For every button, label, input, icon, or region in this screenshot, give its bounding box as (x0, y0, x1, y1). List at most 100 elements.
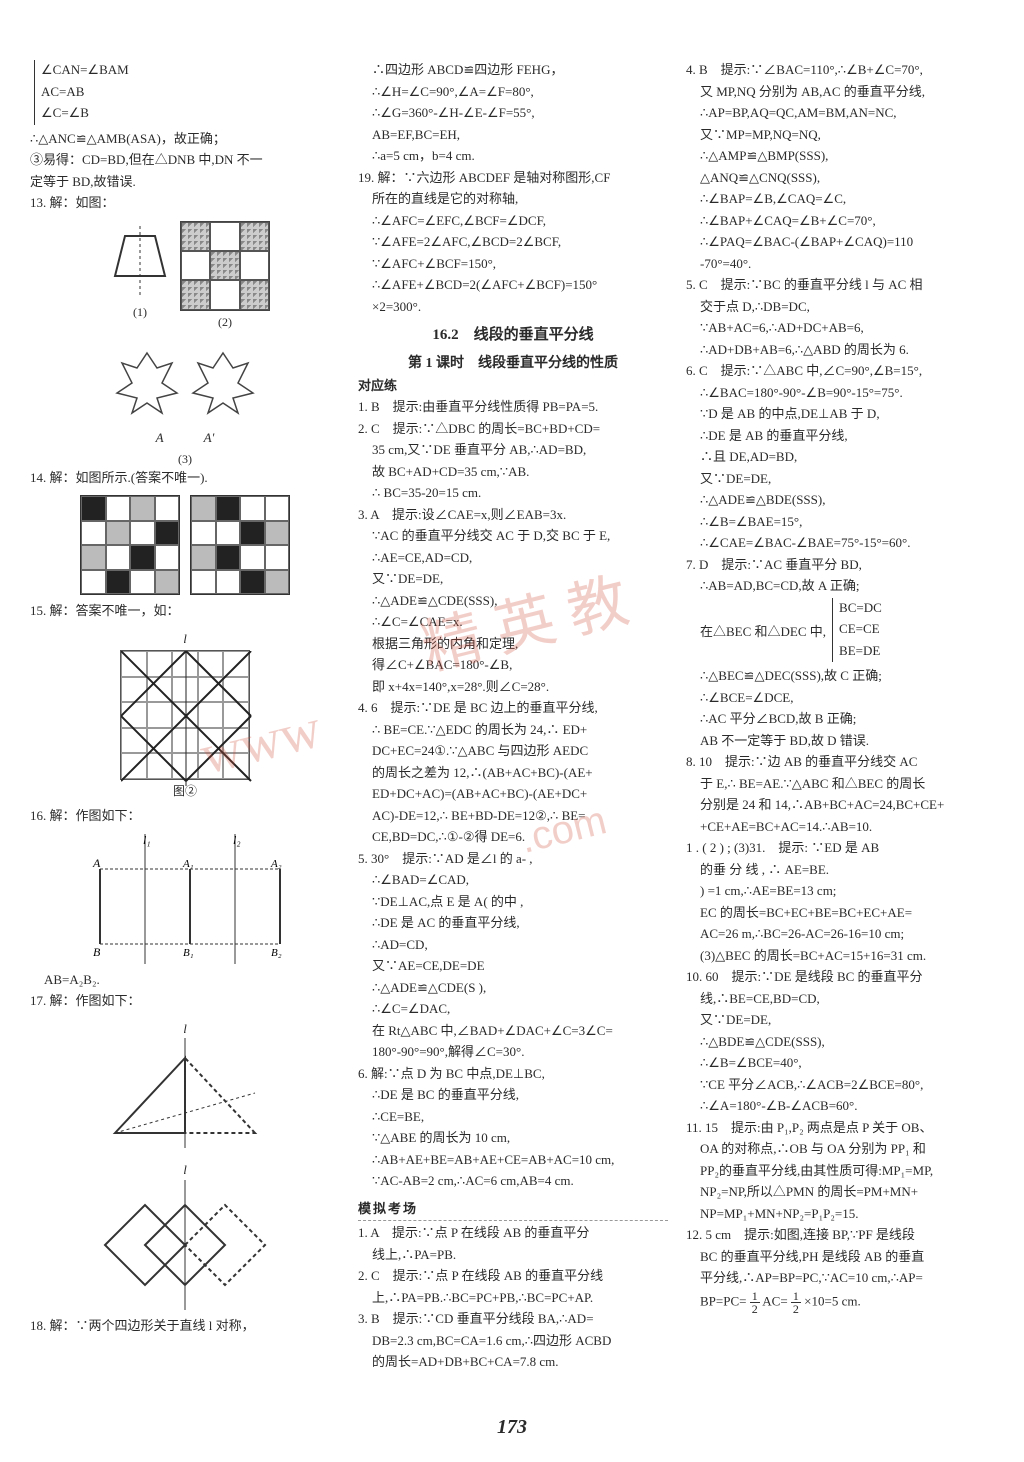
r12-fraction-line: BP=PC= 1 2 AC= 1 2 ×10=5 cm. (686, 1290, 996, 1315)
text-line: ∴∠BAD=∠CAD, (358, 870, 668, 890)
text-line: 又∵MP=MP,NQ=NQ, (686, 125, 996, 145)
text-line: NP₂=NP,所以△PMN 的周长=PM+MN+ (686, 1182, 996, 1202)
svg-text:l₁: l₁ (143, 834, 151, 847)
text-line: ∴△BEC≌△DEC(SSS),故 C 正确; (686, 666, 996, 686)
section-title: 16.2 线段的垂直平分线 (358, 324, 668, 347)
square-grid-a (80, 495, 180, 595)
text-line: AB=EF,BC=EH, (358, 125, 668, 145)
text-line: ) =1 cm,∴AE=BE=13 cm; (686, 881, 996, 901)
svg-text:B₂: B₂ (271, 947, 282, 959)
axis-label-l: l (183, 1160, 187, 1180)
figure-14 (30, 495, 340, 595)
letter-Aprime: A' (204, 428, 215, 448)
fraction-half-1: 1 2 (750, 1290, 760, 1315)
text-line: ∴ BC=35-20=15 cm. (358, 483, 668, 503)
text-line: ∴DE 是 AB 的垂直平分线, (686, 426, 996, 446)
text-line: EC 的周长=BC+EC+BE=BC+EC+AE= (686, 903, 996, 923)
text-line: 6. 解:∵点 D 为 BC 中点,DE⊥BC, (358, 1064, 668, 1084)
text-line: CE,BD=DC,∴①-②得 DE=6. (358, 827, 668, 847)
text-line: 2. C 提示:∵点 P 在线段 AB 的垂直平分线 (358, 1266, 668, 1286)
q14-label: 14. 解：如图所示.(答案不唯一). (30, 468, 340, 488)
text-line: 的垂 分 线 , ∴ AE=BE. (686, 860, 996, 880)
column-3: 4. B 提示:∵∠BAC=110°,∴∠B+∠C=70°, 又 MP,NQ 分… (686, 60, 996, 1374)
fig-label-1: (1) (133, 303, 147, 321)
text-line: ∴AC 平分∠BCD,故 B 正确; (686, 709, 996, 729)
text-line: ∴∠CAE=∠BAC-∠BAE=75°-15°=60°. (686, 533, 996, 553)
brace-block-1: ∠CAN=∠BAM AC=AB ∠C=∠B (34, 60, 340, 125)
text-line: AC=26 m,∴BC=26-AC=26-16=10 cm; (686, 924, 996, 944)
text-line: 所在的直线是它的对称轴, (358, 189, 668, 209)
text-line: 定等于 BD,故错误. (30, 172, 340, 192)
text-line: 又∵DE=DE, (358, 569, 668, 589)
text-line: ∵AC 的垂直平分线交 AC 于 D,交 BC 于 E, (358, 526, 668, 546)
text-line: ∴∠B=∠BCE=40°, (686, 1053, 996, 1073)
text-line: ∴AE=CE,AD=CD, (358, 548, 668, 568)
text-line: ∵D 是 AB 的中点,DE⊥AB 于 D, (686, 404, 996, 424)
text-line: 交于点 D,∴DB=DC, (686, 297, 996, 317)
dyl-title: 对应练 (358, 376, 668, 396)
q16-result: AB=A₂B₂. (30, 970, 340, 990)
text-line: 线,∴BE=CE,BD=CD, (686, 989, 996, 1009)
brace-line: ∠C=∠B (41, 103, 340, 123)
text-line: ∵AC-AB=2 cm,∴AC=6 cm,AB=4 cm. (358, 1171, 668, 1191)
text-line: ∴AP=BP,AQ=QC,AM=BM,AN=NC, (686, 103, 996, 123)
text-line: 35 cm,又∵DE 垂直平分 AB,∴AD=BD, (358, 440, 668, 460)
q17-label: 17. 解：作图如下： (30, 991, 340, 1011)
fig-label-3: (3) (30, 450, 340, 468)
brace-line: BC=DC (839, 598, 882, 618)
text-line: ∴四边形 ABCD≌四边形 FEHG， (358, 60, 668, 80)
text-line: ∵∠AFC+∠BCF=150°, (358, 254, 668, 274)
text-line: 180°-90°=90°,解得∠C=30°. (358, 1042, 668, 1062)
text-line: 平分线,∴AP=BP=PC,∵AC=10 cm,∴AP= (686, 1268, 996, 1288)
text-line: 11. 15 提示:由 P₁,P₂ 两点是点 P 关于 OB、 (686, 1118, 996, 1138)
svg-text:B: B (93, 945, 101, 959)
text-line: ∴△ANC≌△AMB(ASA)，故正确； (30, 129, 340, 149)
text-line: 又∵AE=CE,DE=DE (358, 956, 668, 976)
brace-pretext: 在△BEC 和△DEC 中, (686, 622, 826, 642)
text-line: 5. C 提示:∵BC 的垂直平分线 l 与 AC 相 (686, 275, 996, 295)
figure-15: l 图② (30, 629, 340, 801)
text-line: ∴CE=BE, (358, 1107, 668, 1127)
text-line: ∴△AMP≌△BMP(SSS), (686, 146, 996, 166)
text-line: ∴∠PAQ=∠BAC-(∠BAP+∠CAQ)=110 (686, 232, 996, 252)
text-line: ∴且 DE,AD=BD, (686, 447, 996, 467)
leaf-left (112, 343, 182, 429)
text-line: ∴∠BAP=∠B,∠CAQ=∠C, (686, 189, 996, 209)
text-line: 又 MP,NQ 分别为 AB,AC 的垂直平分线, (686, 82, 996, 102)
text-line: ∴AB+AE+BE=AB+AE+CE=AB+AC=10 cm, (358, 1150, 668, 1170)
figure-17a: l (30, 1019, 340, 1149)
text-line: 又∵DE=DE, (686, 469, 996, 489)
q15-label: 15. 解：答案不唯一，如： (30, 601, 340, 621)
frac-den: 2 (791, 1303, 801, 1315)
text-line: BC 的垂直平分线,PH 是线段 AB 的垂直 (686, 1247, 996, 1267)
brace-line: AC=AB (41, 82, 340, 102)
text-line: △ANQ≌△CNQ(SSS), (686, 168, 996, 188)
text-line: ∴a=5 cm，b=4 cm. (358, 146, 668, 166)
text-line: PP₂的垂直平分线,由其性质可得:MP₁=MP, (686, 1161, 996, 1181)
figure-16: l₁ l₂ A B A₁ B₁ A₂ B₂ (30, 834, 340, 964)
leaf-right (188, 343, 258, 429)
rhombus-reflect-icon (90, 1180, 280, 1310)
text-line: ∴∠AFC=∠EFC,∠BCF=∠DCF, (358, 211, 668, 231)
brace-block-2: BC=DC CE=CE BE=DE (832, 598, 882, 663)
figure-13-3 (30, 343, 340, 429)
maple-leaf-icon (112, 343, 182, 423)
text-line: ∴∠A=180°-∠B-∠ACB=60°. (686, 1096, 996, 1116)
text-line: ∴△ADE≌△CDE(S ), (358, 978, 668, 998)
text-line: 上,∴PA=PB.∴BC=PC+PB,∴BC=PC+AP. (358, 1288, 668, 1308)
text-line: 6. C 提示:∵△ABC 中,∠C=90°,∠B=15°, (686, 361, 996, 381)
r12-mid: AC= (762, 1293, 787, 1308)
frac-num: 1 (791, 1290, 801, 1303)
text-line: ∴∠G=360°-∠H-∠E-∠F=55°, (358, 103, 668, 123)
grid-figure: (2) (180, 221, 270, 331)
text-line: ∴△ADE≌△CDE(SSS), (358, 591, 668, 611)
text-line: ∴∠AFE+∠BCD=2(∠AFC+∠BCF)=150° (358, 275, 668, 295)
text-line: 3. B 提示:∵CD 垂直平分线段 BA,∴AD= (358, 1309, 668, 1329)
text-line: NP=MP₁+MN+NP₂=P₁P₂=15. (686, 1204, 996, 1224)
text-line: AB 不一定等于 BD,故 D 错误. (686, 731, 996, 751)
q16-label: 16. 解：作图如下： (30, 806, 340, 826)
text-line: ∴∠BCE=∠DCE, (686, 688, 996, 708)
text-line: (3)△BEC 的周长=BC+AC=15+16=31 cm. (686, 946, 996, 966)
grid-3x3 (180, 221, 270, 311)
text-line: ∵DE⊥AC,点 E 是 A( 的中 , (358, 892, 668, 912)
